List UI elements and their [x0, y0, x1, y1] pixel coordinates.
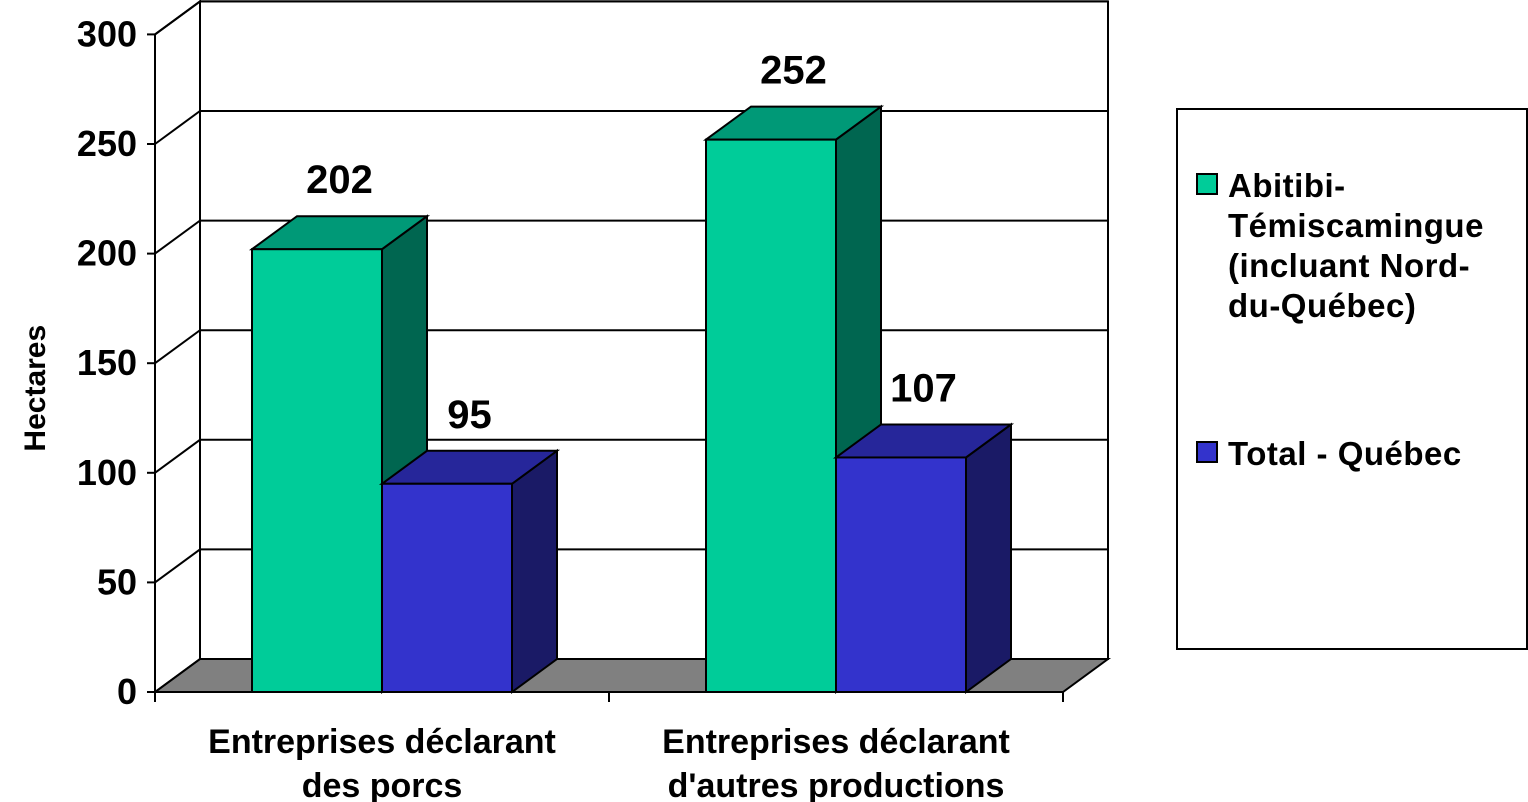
x-category-label: d'autres productions	[668, 767, 1005, 802]
data-label: 252	[760, 49, 827, 93]
bar	[832, 422, 1015, 694]
legend-item-abitibi: Abitibi- Témiscamingue (incluant Nord- d…	[1196, 166, 1528, 326]
bar-side	[965, 422, 1012, 694]
x-category-label: Entreprises déclarant	[662, 723, 1010, 761]
gridline	[154, 0, 1108, 36]
legend-label-line: Témiscamingue	[1228, 207, 1484, 244]
bar	[702, 104, 885, 694]
bars-layer	[248, 104, 1015, 694]
y-tick-label: 0	[117, 671, 137, 712]
legend-swatch-abitibi	[1196, 173, 1218, 195]
legend-swatch-total-quebec	[1196, 441, 1218, 463]
bar-front	[381, 482, 513, 694]
bar-front	[835, 456, 967, 693]
data-label: 202	[306, 158, 373, 202]
y-axis-label: Hectares	[19, 325, 52, 452]
y-tick-label: 150	[77, 342, 137, 383]
y-tick-label: 300	[77, 13, 137, 54]
data-label: 95	[447, 393, 492, 437]
legend-label-abitibi: Abitibi- Témiscamingue (incluant Nord- d…	[1228, 166, 1528, 326]
legend-label-line: (incluant Nord-	[1228, 247, 1471, 284]
legend-label-line: Abitibi-	[1228, 167, 1346, 204]
y-tick-label: 100	[77, 452, 137, 493]
bar-side	[511, 448, 558, 694]
bar-front	[251, 248, 383, 693]
data-label: 107	[890, 366, 957, 410]
x-category-label: Entreprises déclarant	[208, 723, 556, 761]
y-tick-label: 200	[77, 233, 137, 274]
y-tick-label: 50	[97, 561, 137, 602]
x-category-label: des porcs	[302, 767, 463, 802]
legend-label-line: Total - Québec	[1228, 435, 1462, 472]
legend: Abitibi- Témiscamingue (incluant Nord- d…	[1176, 108, 1528, 650]
gridline	[154, 110, 1108, 145]
labels-layer: 202 95 252 107	[306, 49, 957, 437]
legend-label-line: du-Québec)	[1228, 287, 1417, 324]
bar-front	[705, 138, 837, 693]
y-tick-label: 250	[77, 123, 137, 164]
legend-label-total-quebec: Total - Québec	[1228, 434, 1528, 474]
legend-item-total-quebec: Total - Québec	[1196, 434, 1528, 474]
bar	[378, 448, 561, 694]
